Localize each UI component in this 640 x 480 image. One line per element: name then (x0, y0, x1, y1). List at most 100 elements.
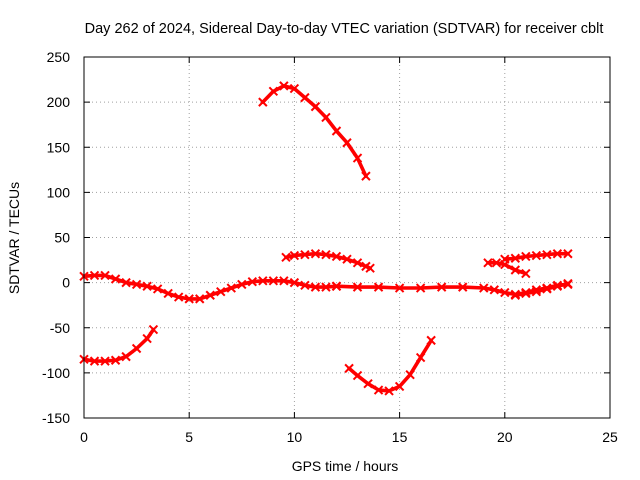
data-point (279, 276, 289, 286)
data-point (552, 281, 563, 291)
data-point (500, 254, 510, 264)
y-tick-label: -50 (50, 320, 70, 336)
y-tick-label: 250 (47, 49, 71, 65)
data-point (405, 369, 415, 380)
data-point (237, 279, 247, 290)
data-point (361, 171, 371, 181)
series-seg-e (347, 338, 434, 393)
data-point (89, 356, 100, 366)
data-point (365, 263, 375, 273)
data-point (394, 283, 405, 293)
y-tick-label: 200 (47, 94, 71, 110)
data-point (258, 97, 268, 107)
data-point (510, 290, 521, 300)
data-point (131, 279, 142, 290)
y-tick-label: 50 (54, 230, 70, 246)
data-point (321, 112, 331, 123)
x-axis-label: GPS time / hours (292, 458, 399, 474)
data-point (226, 283, 236, 293)
data-point (394, 381, 405, 392)
data-point (216, 286, 226, 297)
data-point (342, 138, 352, 148)
data-point (342, 254, 352, 264)
data-point (142, 333, 152, 344)
plot-frame (83, 56, 611, 419)
data-point (331, 251, 342, 262)
data-point (310, 101, 321, 112)
data-point (521, 288, 531, 299)
data-point (205, 290, 215, 300)
data-point (121, 277, 131, 288)
data-point (491, 258, 502, 268)
data-point (300, 249, 310, 260)
data-point (489, 285, 499, 295)
data-point (281, 252, 291, 263)
data-point (510, 265, 521, 275)
data-point (352, 370, 363, 381)
data-point (563, 278, 573, 289)
y-tick-label: 0 (62, 275, 70, 291)
data-point (563, 249, 573, 259)
data-point (268, 86, 279, 97)
data-point (331, 126, 342, 136)
data-point (415, 352, 426, 363)
data-point (500, 287, 510, 298)
y-tick-label: 100 (47, 184, 71, 200)
data-point (310, 249, 321, 259)
data-point (247, 277, 258, 287)
data-point (152, 284, 163, 294)
y-tick-label: -100 (42, 365, 70, 381)
x-tick-label: 15 (392, 429, 408, 445)
data-point (148, 324, 159, 335)
axis-ticks: 0 5 10 15 20 25 -150 -100 -50 0 50 100 150 200 250 (42, 49, 618, 445)
data-point (552, 249, 563, 259)
data-point (110, 274, 121, 284)
x-tick-label: 10 (287, 429, 303, 445)
data-point (195, 294, 205, 304)
data-point (426, 335, 436, 346)
data-point (483, 258, 493, 268)
data-point (173, 292, 184, 302)
data-point (521, 268, 531, 279)
data-point (100, 356, 110, 366)
data-point (373, 282, 384, 292)
data-point (363, 378, 373, 389)
data-point (289, 250, 300, 261)
chart-title: Day 262 of 2024, Sidereal Day-to-day VTE… (85, 21, 604, 37)
data-point (310, 282, 321, 292)
series-seg-c (260, 84, 368, 178)
data-point (521, 251, 531, 262)
x-tick-label: 20 (497, 429, 513, 445)
data-point (344, 363, 354, 374)
y-tick-label: 150 (47, 139, 71, 155)
data-point (542, 249, 552, 260)
data-point (131, 343, 142, 354)
data-point (384, 386, 394, 396)
data-point (89, 270, 100, 281)
data-point (352, 153, 363, 163)
data-series (79, 81, 573, 396)
y-axis-label: SDTVAR / TECUs (6, 182, 22, 294)
grid (84, 57, 610, 418)
data-point (352, 258, 363, 268)
data-point (479, 283, 489, 293)
data-point (373, 385, 384, 395)
data-point (184, 294, 194, 304)
y-tick-label: -150 (42, 410, 70, 426)
data-point (300, 280, 310, 291)
data-point (300, 92, 310, 103)
data-point (436, 282, 447, 292)
data-point (458, 282, 468, 292)
data-point (268, 276, 279, 286)
data-point (142, 281, 152, 291)
data-point (321, 282, 331, 292)
data-point (321, 249, 331, 260)
data-point (258, 276, 268, 286)
data-point (289, 277, 300, 288)
data-point (121, 351, 131, 362)
x-tick-label: 5 (185, 429, 193, 445)
data-point (531, 250, 542, 261)
x-tick-label: 25 (602, 429, 618, 445)
data-point (289, 83, 300, 94)
